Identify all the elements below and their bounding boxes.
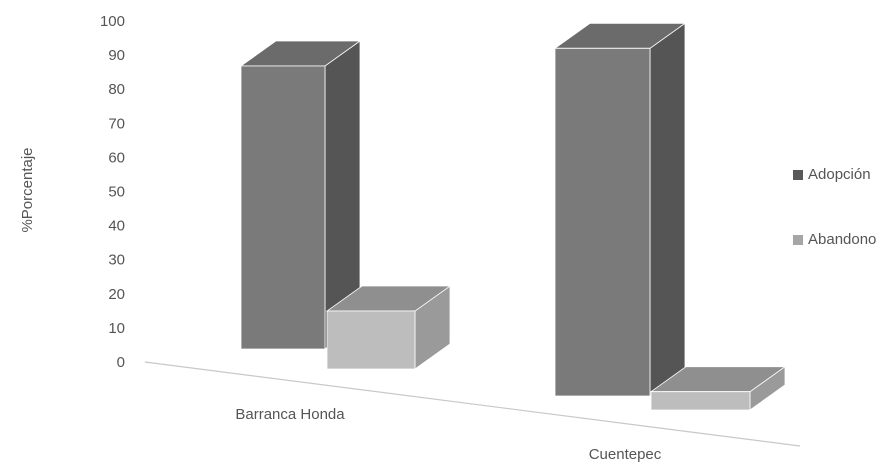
y-tick-label: 40	[108, 218, 125, 235]
bar-front	[554, 47, 651, 397]
bar	[239, 40, 362, 350]
bar-front	[650, 391, 751, 411]
legend-swatch	[793, 235, 803, 245]
bar	[553, 22, 687, 397]
bar	[649, 365, 787, 411]
legend-swatch	[793, 170, 803, 180]
x-tick-label: Barranca Honda	[235, 406, 345, 423]
y-tick-label: 100	[100, 13, 125, 30]
y-tick-label: 90	[108, 47, 125, 64]
y-tick-label: 20	[108, 286, 125, 303]
y-axis-label: %Porcentaje	[19, 147, 36, 232]
y-tick-label: 30	[108, 252, 125, 269]
y-tick-label: 60	[108, 149, 125, 166]
x-tick-label: Cuentepec	[589, 446, 662, 463]
y-tick-label: 80	[108, 81, 125, 98]
legend-label: Abandono	[808, 231, 876, 248]
bar-front	[240, 65, 326, 350]
y-tick-label: 10	[108, 320, 125, 337]
legend-label: Adopción	[808, 166, 871, 183]
y-tick-label: 50	[108, 183, 125, 200]
bar-front	[326, 310, 416, 370]
y-tick-label: 70	[108, 115, 125, 132]
bar-side	[649, 22, 686, 397]
y-tick-label: 0	[117, 354, 125, 371]
bar	[325, 285, 452, 370]
floor-line	[144, 361, 801, 447]
